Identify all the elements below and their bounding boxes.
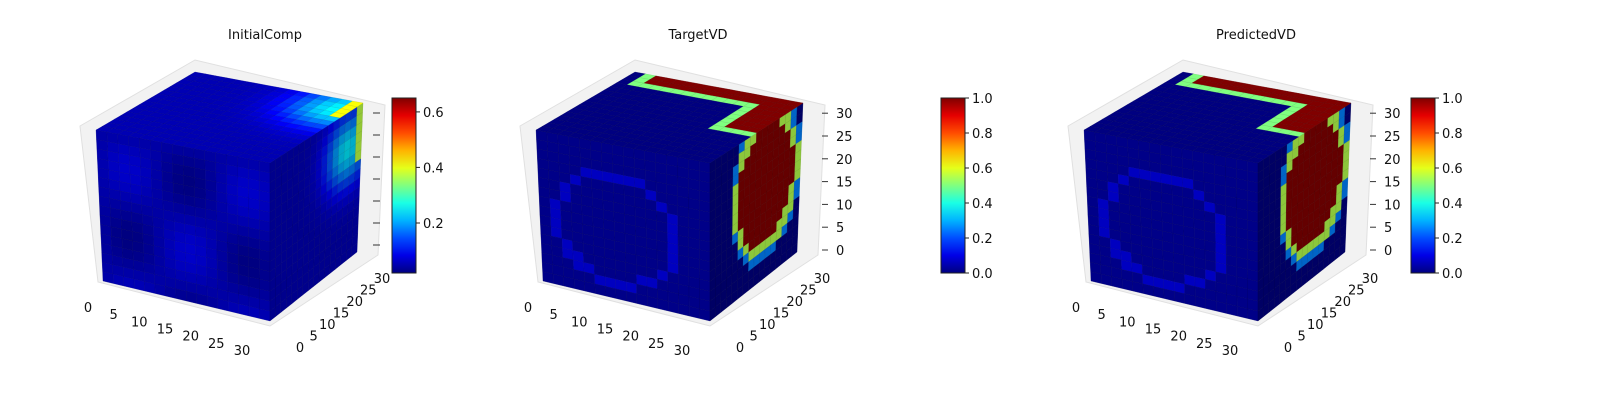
colorbar-tick-label: 0.6 bbox=[972, 162, 993, 177]
y-tick-label: 0 bbox=[1284, 341, 1292, 356]
top-face-voxel bbox=[1246, 157, 1265, 164]
x-tick-label: 15 bbox=[1145, 323, 1162, 338]
colorbar-tick-label: 0.6 bbox=[423, 106, 444, 121]
z-tick-label: 15 bbox=[1384, 176, 1401, 191]
colorbar-tick-label: 0.4 bbox=[423, 161, 444, 176]
right-face-voxel bbox=[791, 242, 798, 257]
colorbar bbox=[940, 97, 966, 274]
y-tick-label: 5 bbox=[750, 330, 758, 345]
z-tick-label: 25 bbox=[836, 130, 853, 145]
z-tick-label: 5 bbox=[836, 221, 844, 236]
z-tick-label: 0 bbox=[836, 244, 844, 259]
colorbar-tick-label: 1.0 bbox=[1442, 92, 1463, 107]
y-tick-label: 25 bbox=[360, 284, 377, 299]
y-tick-label: 10 bbox=[1307, 318, 1324, 333]
colorbar-tick-label: 0.0 bbox=[972, 267, 993, 282]
z-tick-label: 20 bbox=[1384, 153, 1401, 168]
colorbar bbox=[391, 97, 417, 274]
top-face-voxel bbox=[258, 157, 277, 164]
y-tick-label: 5 bbox=[1298, 330, 1306, 345]
panel-title: TargetVD bbox=[667, 28, 727, 43]
z-tick-label: 0 bbox=[1384, 244, 1392, 259]
z-tick-label: 10 bbox=[1384, 198, 1401, 213]
y-tick-label: 30 bbox=[1362, 272, 1379, 287]
colorbar-tick-label: 0.2 bbox=[972, 232, 993, 247]
y-tick-label: 5 bbox=[310, 330, 318, 345]
colorbar bbox=[1410, 97, 1436, 274]
z-tick-label: 30 bbox=[836, 107, 853, 122]
z-tick-label: 10 bbox=[836, 198, 853, 213]
y-tick-label: 15 bbox=[333, 307, 350, 322]
colorbar-tick-label: 0.4 bbox=[1442, 197, 1463, 212]
x-tick-label: 5 bbox=[550, 308, 558, 323]
y-tick-label: 30 bbox=[374, 272, 391, 287]
x-tick-label: 10 bbox=[1119, 315, 1136, 330]
colorbar-tick-label: 1.0 bbox=[972, 92, 993, 107]
y-tick-label: 0 bbox=[736, 341, 744, 356]
x-tick-label: 0 bbox=[1072, 301, 1080, 316]
z-tick-label: 30 bbox=[1384, 107, 1401, 122]
y-tick-label: 20 bbox=[1334, 295, 1351, 310]
right-face-voxel bbox=[351, 242, 358, 257]
y-tick-label: 15 bbox=[1321, 307, 1338, 322]
x-tick-label: 5 bbox=[1098, 308, 1106, 323]
x-tick-label: 30 bbox=[234, 344, 251, 359]
x-tick-label: 20 bbox=[1170, 330, 1187, 345]
colorbar-tick-label: 0.8 bbox=[1442, 127, 1463, 142]
panel-title: InitialComp bbox=[228, 28, 302, 43]
x-tick-label: 10 bbox=[131, 315, 148, 330]
x-tick-label: 0 bbox=[84, 301, 92, 316]
x-tick-label: 25 bbox=[648, 337, 665, 352]
y-tick-label: 20 bbox=[346, 295, 363, 310]
x-tick-label: 20 bbox=[182, 330, 199, 345]
x-tick-label: 30 bbox=[674, 344, 691, 359]
x-tick-label: 15 bbox=[157, 323, 174, 338]
right-face-voxel bbox=[1339, 242, 1346, 257]
colorbar-tick-label: 0.8 bbox=[972, 127, 993, 142]
y-tick-label: 10 bbox=[759, 318, 776, 333]
x-tick-label: 5 bbox=[110, 308, 118, 323]
z-tick-label: 25 bbox=[1384, 130, 1401, 145]
x-tick-label: 30 bbox=[1222, 344, 1239, 359]
y-tick-label: 15 bbox=[773, 307, 790, 322]
colorbar-tick-label: 0.4 bbox=[972, 197, 993, 212]
colorbar-tick-label: 0.0 bbox=[1442, 267, 1463, 282]
y-tick-label: 30 bbox=[814, 272, 831, 287]
x-tick-label: 25 bbox=[1196, 337, 1213, 352]
x-tick-label: 15 bbox=[597, 323, 614, 338]
y-tick-label: 0 bbox=[296, 341, 304, 356]
z-tick-label: 20 bbox=[836, 153, 853, 168]
y-tick-label: 25 bbox=[800, 284, 817, 299]
z-tick-label: 15 bbox=[836, 176, 853, 191]
x-tick-label: 20 bbox=[622, 330, 639, 345]
z-tick-label: 5 bbox=[1384, 221, 1392, 236]
x-tick-label: 0 bbox=[524, 301, 532, 316]
x-tick-label: 25 bbox=[208, 337, 225, 352]
top-face-voxel bbox=[698, 157, 717, 164]
panel-title: PredictedVD bbox=[1216, 28, 1296, 43]
y-tick-label: 10 bbox=[319, 318, 336, 333]
x-tick-label: 10 bbox=[571, 315, 588, 330]
colorbar-tick-label: 0.2 bbox=[1442, 232, 1463, 247]
y-tick-label: 25 bbox=[1348, 284, 1365, 299]
colorbar-tick-label: 0.6 bbox=[1442, 162, 1463, 177]
colorbar-tick-label: 0.2 bbox=[423, 217, 444, 232]
y-tick-label: 20 bbox=[786, 295, 803, 310]
